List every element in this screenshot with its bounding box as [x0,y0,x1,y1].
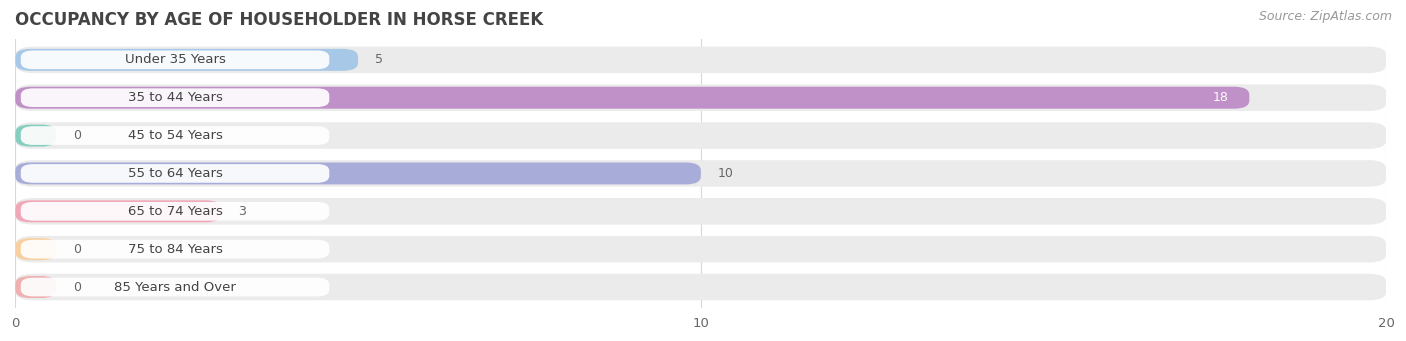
Text: OCCUPANCY BY AGE OF HOUSEHOLDER IN HORSE CREEK: OCCUPANCY BY AGE OF HOUSEHOLDER IN HORSE… [15,11,544,29]
FancyBboxPatch shape [15,85,1386,111]
FancyBboxPatch shape [15,87,1250,109]
FancyBboxPatch shape [21,164,329,183]
FancyBboxPatch shape [15,238,56,260]
FancyBboxPatch shape [15,162,700,184]
FancyBboxPatch shape [21,202,329,221]
FancyBboxPatch shape [21,240,329,258]
FancyBboxPatch shape [15,160,1386,187]
Text: 5: 5 [375,53,384,66]
FancyBboxPatch shape [15,200,221,222]
FancyBboxPatch shape [15,236,1386,263]
Text: 65 to 74 Years: 65 to 74 Years [128,205,222,218]
FancyBboxPatch shape [15,276,56,298]
Text: 0: 0 [73,129,82,142]
FancyBboxPatch shape [15,49,359,71]
FancyBboxPatch shape [15,122,1386,149]
Text: 18: 18 [1213,91,1229,104]
FancyBboxPatch shape [21,126,329,145]
FancyBboxPatch shape [21,50,329,69]
FancyBboxPatch shape [15,198,1386,225]
Text: Source: ZipAtlas.com: Source: ZipAtlas.com [1258,10,1392,23]
Text: 0: 0 [73,281,82,294]
Text: 45 to 54 Years: 45 to 54 Years [128,129,222,142]
Text: 0: 0 [73,243,82,256]
FancyBboxPatch shape [21,88,329,107]
Text: 3: 3 [238,205,246,218]
Text: 35 to 44 Years: 35 to 44 Years [128,91,222,104]
FancyBboxPatch shape [15,47,1386,73]
Text: 55 to 64 Years: 55 to 64 Years [128,167,222,180]
Text: 75 to 84 Years: 75 to 84 Years [128,243,222,256]
FancyBboxPatch shape [21,278,329,296]
Text: 10: 10 [718,167,734,180]
FancyBboxPatch shape [15,124,56,147]
Text: Under 35 Years: Under 35 Years [125,53,225,66]
FancyBboxPatch shape [15,274,1386,300]
Text: 85 Years and Over: 85 Years and Over [114,281,236,294]
